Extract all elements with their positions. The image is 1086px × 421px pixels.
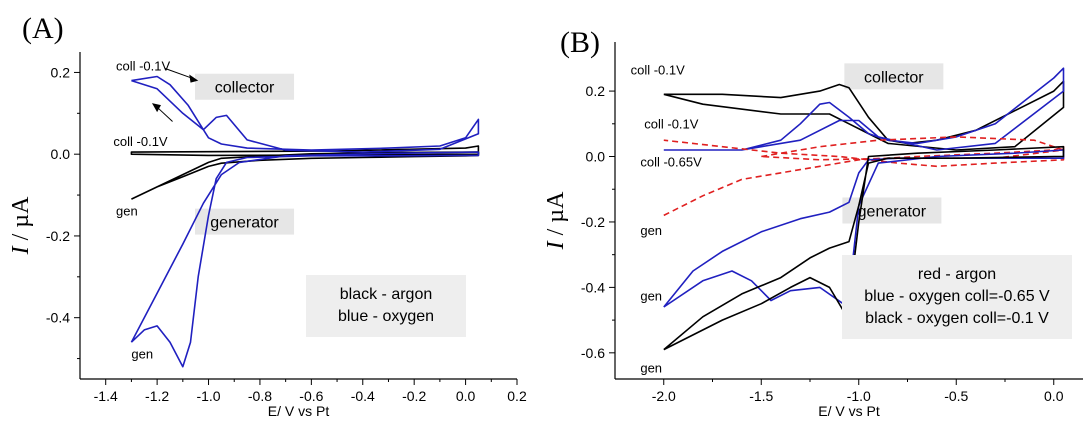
- x-tick-label: -1.0: [196, 388, 220, 404]
- annotation: gen: [640, 288, 662, 303]
- y-tick-label: -0.4: [581, 279, 605, 295]
- y-tick-label: -0.2: [581, 214, 605, 230]
- label-box-text: collector: [215, 80, 275, 97]
- legend-entry: blue - oxygen coll=-0.65 V: [864, 288, 1050, 305]
- x-tick-label: -1.4: [94, 388, 118, 404]
- annotation: coll -0.1V: [113, 134, 168, 149]
- annotation: gen: [116, 204, 138, 219]
- series-line-2: [663, 67, 1065, 151]
- annotation: coll -0.65V: [640, 154, 702, 169]
- legend-box: [842, 255, 1072, 339]
- annotation: coll -0.1V: [631, 63, 686, 78]
- annotation: gen: [640, 360, 662, 375]
- panel-b: (B) -2.0 -1.5 -1.0 -0.5 0.0 0.2 0.0 -0.2 -0.4 -0.6…: [543, 26, 1083, 419]
- annotation: gen: [640, 223, 662, 238]
- y-axis-unit: / µA: [8, 196, 34, 246]
- x-axis-title: E/ V vs Pt: [268, 403, 330, 419]
- legend-entry: red - argon: [918, 266, 996, 283]
- y-axis-title-text: I / µA: [543, 191, 569, 250]
- x-tick-label: -2.0: [652, 388, 676, 404]
- label-box-text: collector: [864, 69, 924, 86]
- y-tick-label: -0.2: [46, 228, 70, 244]
- x-tick-label: -0.5: [944, 388, 968, 404]
- x-tick-label: -0.4: [351, 388, 375, 404]
- legend-entry: black - argon: [340, 286, 433, 303]
- x-tick-label: 0.0: [456, 388, 476, 404]
- arrow-line: [156, 106, 173, 122]
- arrow-line: [164, 67, 194, 80]
- legend-entry: blue - oxygen: [338, 308, 434, 325]
- series-line-2: [131, 151, 480, 200]
- series-line-4: [130, 151, 480, 368]
- x-tick-label: -1.2: [145, 388, 169, 404]
- y-axis-title: I / µA: [8, 196, 34, 255]
- panel-a: (A) -1.4 -1.2 -1.0 -0.8 -0.6 -0.4 -0.2 0.0 0.2 0.2…: [8, 12, 527, 419]
- x-tick-label: 0.2: [507, 388, 527, 404]
- y-tick-label: 0.2: [586, 83, 606, 99]
- panel-label: (B): [560, 26, 600, 59]
- x-tick-label: 0.0: [1044, 388, 1064, 404]
- series-line-3: [131, 75, 480, 153]
- x-tick-label: -0.8: [248, 388, 272, 404]
- label-box: [195, 73, 295, 100]
- legend-entry: black - oxygen coll=-0.1 V: [865, 310, 1049, 327]
- series-line-1: [130, 145, 480, 157]
- x-tick-label: -0.6: [299, 388, 323, 404]
- annotation: coll -0.1V: [116, 58, 171, 73]
- y-tick-label: 0.2: [51, 64, 71, 80]
- series-line-6: [663, 145, 1065, 351]
- y-tick-label: -0.4: [46, 310, 70, 326]
- y-tick-label: 0.0: [51, 146, 71, 162]
- x-tick-label: -0.2: [402, 388, 426, 404]
- x-tick-label: -1.5: [749, 388, 773, 404]
- series-line-1: [663, 80, 1065, 151]
- y-axis-title-text: I / µA: [8, 196, 34, 255]
- panel-label: (A): [22, 12, 64, 45]
- legend-box: [306, 275, 466, 337]
- y-axis-symbol: I: [8, 245, 34, 255]
- annotation: coll -0.1V: [644, 117, 699, 132]
- label-box: [844, 63, 944, 90]
- label-box-text: generator: [858, 204, 927, 221]
- annotation: gen: [131, 347, 153, 362]
- y-tick-label: -0.6: [581, 345, 605, 361]
- y-tick-label: 0.0: [586, 149, 606, 165]
- label-box-text: generator: [210, 215, 279, 232]
- arrow-head: [151, 103, 161, 113]
- arrow-head: [189, 74, 199, 83]
- y-axis-unit: / µA: [543, 191, 569, 241]
- x-tick-label: -1.0: [847, 388, 871, 404]
- y-axis-title: I / µA: [543, 191, 569, 250]
- y-axis-symbol: I: [543, 240, 569, 250]
- series-line-4: [761, 136, 1065, 161]
- label-box: [195, 208, 295, 235]
- x-axis-title: E/ V vs Pt: [818, 403, 880, 419]
